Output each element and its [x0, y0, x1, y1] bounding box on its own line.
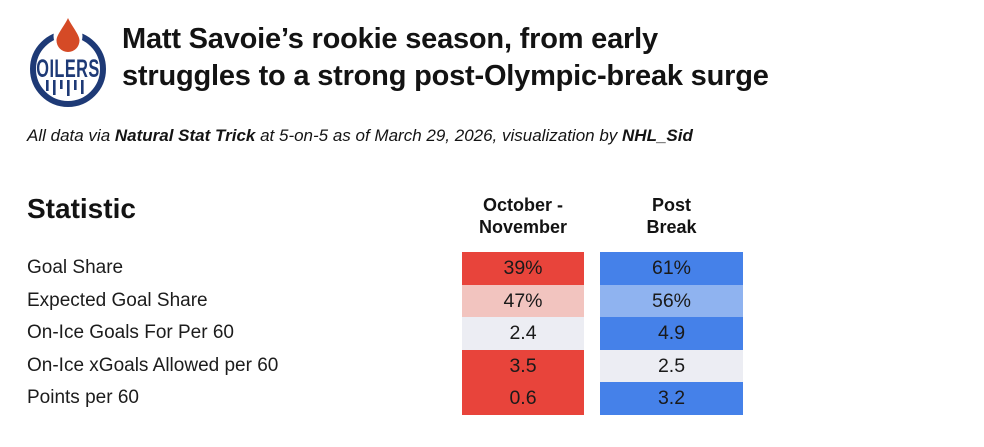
column-header-line: Post — [651, 195, 691, 215]
page-title: Matt Savoie’s rookie season, from early … — [122, 21, 769, 95]
value-cell-oct-nov: 39% — [462, 252, 584, 285]
column-header-post-break: Post Break — [600, 194, 743, 238]
stat-label: Points per 60 — [27, 387, 139, 409]
value-cell-post-break: 61% — [600, 252, 743, 285]
oilers-logo-icon: OILERS — [30, 18, 106, 107]
source-name: Natural Stat Trick — [114, 126, 256, 145]
value-cell-oct-nov: 47% — [462, 284, 584, 318]
value-cell-post-break: 4.9 — [600, 317, 743, 350]
stat-label: Goal Share — [27, 257, 124, 278]
subtitle-text: at 5-on-5 as of March 29, 2026, visualiz… — [255, 126, 623, 145]
stat-label: On-Ice Goals For Per 60 — [27, 322, 234, 344]
column-header-line: October - — [482, 195, 563, 215]
oil-drop-icon — [56, 18, 80, 52]
statistic-column-header: Statistic — [27, 193, 136, 224]
value-cell-oct-nov: 0.6 — [462, 382, 584, 415]
value-cell-oct-nov: 2.4 — [462, 317, 584, 350]
subtitle-text: All data via — [27, 126, 115, 145]
stat-label: Expected Goal Share — [27, 289, 208, 311]
logo-wordmark: OILERS — [36, 56, 99, 83]
title-line-2: struggles to a strong post-Olympic-break… — [122, 60, 769, 92]
title-line-1: Matt Savoie’s rookie season, from early — [122, 23, 658, 55]
table-row: Goal Share 39% 61% — [0, 252, 984, 285]
value-cell-oct-nov: 3.5 — [462, 349, 584, 383]
table-row: On-Ice Goals For Per 60 2.4 4.9 — [0, 317, 984, 350]
column-header-october-november: October - November — [462, 194, 584, 238]
stats-table: Goal Share 39% 61% Expected Goal Share 4… — [0, 252, 984, 415]
attribution-subtitle: All data via Natural Stat Trick at 5-on-… — [27, 126, 693, 146]
table-row: Expected Goal Share 47% 56% — [0, 284, 984, 318]
value-cell-post-break: 56% — [600, 284, 743, 318]
column-header-line: November — [478, 217, 568, 237]
logo-drip-stripes — [46, 80, 84, 96]
column-header-line: Break — [646, 217, 697, 237]
table-row: On-Ice xGoals Allowed per 60 3.5 2.5 — [0, 349, 984, 383]
table-row: Points per 60 0.6 3.2 — [0, 382, 984, 415]
stat-label: On-Ice xGoals Allowed per 60 — [27, 354, 279, 376]
author-name: NHL_Sid — [622, 126, 693, 145]
value-cell-post-break: 2.5 — [600, 349, 743, 383]
value-cell-post-break: 3.2 — [600, 382, 743, 415]
